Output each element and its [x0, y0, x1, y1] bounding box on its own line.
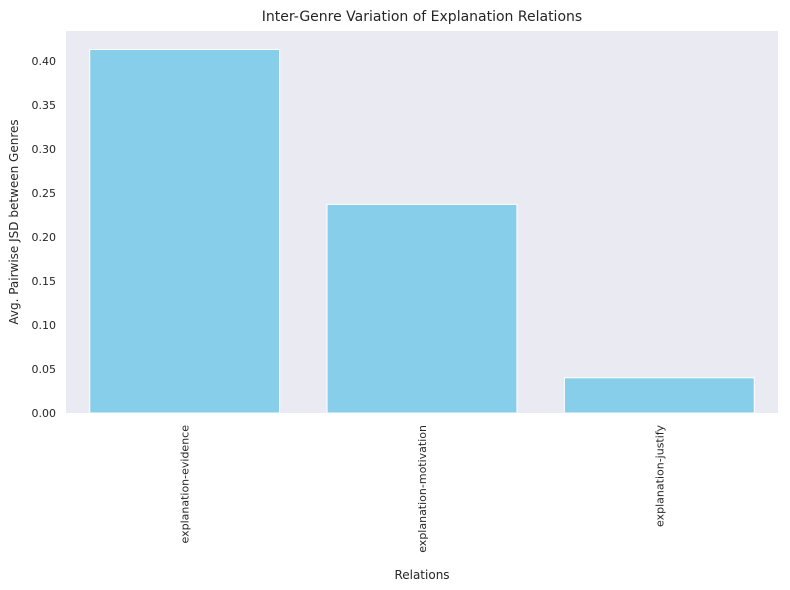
bar-explanation-justify [563, 377, 755, 414]
chart-title: Inter-Genre Variation of Explanation Rel… [262, 9, 582, 25]
bar-explanation-evidence [89, 48, 281, 414]
y-tick-label: 0.20 [32, 231, 57, 244]
y-axis-label: Avg. Pairwise JSD between Genres [7, 119, 21, 324]
y-tick-label: 0.25 [32, 187, 57, 200]
y-tick-label: 0.30 [32, 143, 57, 156]
x-axis-label: Relations [394, 568, 449, 582]
y-tick-label: 0.15 [32, 275, 57, 288]
x-axis-ticks: explanation-evidence explanation-motivati… [179, 425, 667, 553]
bar-explanation-motivation [326, 203, 518, 414]
x-tick-label: explanation-evidence [179, 425, 192, 544]
y-tick-label: 0.00 [32, 407, 57, 420]
x-tick-label: explanation-justify [653, 425, 666, 527]
y-tick-label: 0.05 [32, 363, 57, 376]
y-axis-ticks: 0.00 0.05 0.10 0.15 0.20 0.25 0.30 0.35 0.40 [32, 55, 57, 420]
y-tick-label: 0.10 [32, 319, 57, 332]
x-tick-label: explanation-motivation [416, 425, 429, 553]
y-tick-label: 0.35 [32, 99, 57, 112]
bars-group [89, 48, 755, 414]
y-tick-label: 0.40 [32, 55, 57, 68]
